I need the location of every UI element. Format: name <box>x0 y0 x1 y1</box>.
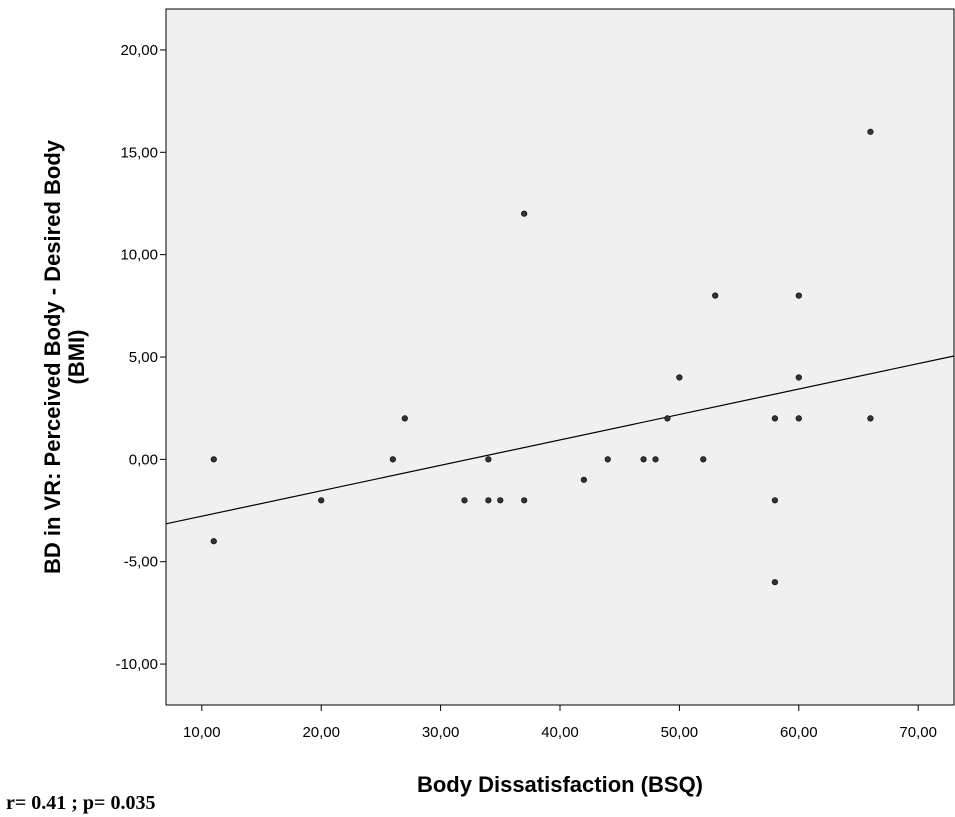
data-point <box>867 415 874 422</box>
y-axis-title-line2: (BMI) <box>64 330 89 385</box>
x-tick-label: 20,00 <box>302 724 340 741</box>
y-tick-label: 5,00 <box>129 349 158 366</box>
x-tick-label: 30,00 <box>422 724 460 741</box>
data-point <box>389 456 396 463</box>
y-tick-label: 15,00 <box>120 144 158 161</box>
data-point <box>795 415 802 422</box>
y-tick-label: -10,00 <box>115 656 158 673</box>
y-axis-ticks: 20,00 15,00 10,00 5,00 0,00 -5,00 -10,00 <box>115 42 166 673</box>
data-point <box>664 415 671 422</box>
data-point <box>652 456 659 463</box>
data-point <box>485 497 492 504</box>
x-axis-title: Body Dissatisfaction (BSQ) <box>417 772 703 797</box>
y-tick-label: -5,00 <box>124 554 158 571</box>
x-axis-ticks: 10,00 20,00 30,00 40,00 50,00 60,00 70,00 <box>183 705 937 741</box>
data-point <box>497 497 504 504</box>
plot-area <box>165 8 955 706</box>
y-tick-label: 10,00 <box>120 247 158 264</box>
data-point <box>580 476 587 483</box>
data-point <box>712 292 719 299</box>
regression-line <box>165 355 955 525</box>
x-tick-label: 70,00 <box>899 724 937 741</box>
data-point <box>210 538 217 545</box>
data-point <box>521 210 528 217</box>
data-point <box>485 456 492 463</box>
x-tick-label: 60,00 <box>780 724 818 741</box>
y-axis-title: BD in VR: Perceived Body - Desired Body … <box>40 139 89 574</box>
data-point <box>771 497 779 504</box>
y-tick-label: 0,00 <box>129 451 158 468</box>
data-point <box>401 415 408 422</box>
data-point <box>771 415 779 422</box>
x-tick-label: 50,00 <box>661 724 699 741</box>
x-tick-label: 40,00 <box>541 724 579 741</box>
data-point <box>795 374 802 381</box>
data-point <box>771 579 779 586</box>
data-point <box>867 128 874 135</box>
data-point <box>521 497 528 504</box>
data-point <box>461 497 468 504</box>
data-points <box>210 128 874 586</box>
data-point <box>795 292 802 299</box>
data-point <box>318 497 325 504</box>
data-point <box>700 456 707 463</box>
y-axis-title-line1: BD in VR: Perceived Body - Desired Body <box>40 139 65 574</box>
data-point <box>604 456 611 463</box>
data-point <box>676 374 683 381</box>
data-point <box>640 456 647 463</box>
y-tick-label: 20,00 <box>120 42 158 59</box>
correlation-annotation: r= 0.41 ; p= 0.035 <box>6 792 155 814</box>
data-point <box>210 456 217 463</box>
x-tick-label: 10,00 <box>183 724 221 741</box>
